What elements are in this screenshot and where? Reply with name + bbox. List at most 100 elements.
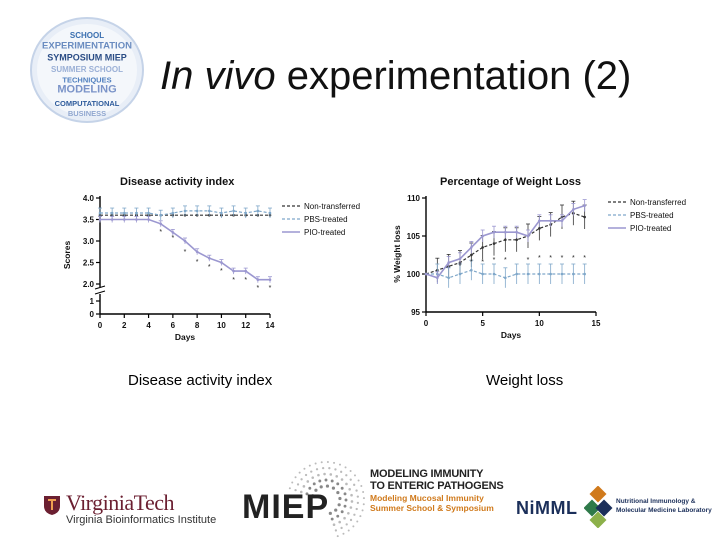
data-point bbox=[256, 209, 260, 213]
significance-marker: * bbox=[561, 255, 564, 262]
data-point bbox=[447, 276, 450, 280]
miep-dot bbox=[332, 523, 336, 527]
data-point bbox=[549, 272, 552, 276]
data-point bbox=[492, 242, 496, 245]
axis-break-mark bbox=[94, 285, 106, 290]
miep-dot bbox=[338, 520, 341, 524]
miep-dot bbox=[324, 478, 328, 482]
significance-marker: * bbox=[572, 255, 575, 262]
data-point bbox=[458, 257, 462, 261]
significance-marker: * bbox=[470, 259, 473, 266]
data-point bbox=[122, 218, 126, 221]
miep-dot bbox=[340, 510, 344, 514]
data-point bbox=[424, 272, 428, 276]
miep-dot bbox=[343, 492, 347, 496]
legend-label: PBS-treated bbox=[630, 211, 674, 220]
y-tick-label: 4.0 bbox=[83, 194, 95, 203]
miep-dot bbox=[353, 474, 356, 477]
miep-dot bbox=[336, 482, 340, 486]
y-tick-label: 110 bbox=[407, 194, 420, 203]
data-point bbox=[268, 211, 272, 215]
legend-label: PIO-treated bbox=[630, 224, 671, 233]
miep-dot bbox=[362, 490, 365, 493]
x-tick-label: 5 bbox=[480, 319, 485, 328]
disease-activity-chart: Disease activity index2.02.53.03.54.0010… bbox=[62, 176, 360, 342]
data-point bbox=[560, 272, 564, 276]
significance-marker: * bbox=[583, 255, 586, 262]
badge-word: EXPERIMENTATION bbox=[42, 41, 132, 52]
miep-dot bbox=[338, 496, 342, 501]
badge-word: BUSINESS bbox=[68, 109, 106, 118]
miep-dot bbox=[356, 520, 359, 523]
significance-marker: * bbox=[538, 255, 541, 262]
significance-marker: * bbox=[549, 255, 552, 262]
miep-dot bbox=[349, 506, 353, 509]
miep-dot bbox=[340, 526, 343, 530]
significance-marker: * bbox=[196, 259, 199, 266]
y-tick-label: 100 bbox=[407, 270, 421, 279]
data-point bbox=[470, 253, 473, 257]
miep-dot bbox=[326, 461, 329, 464]
miep-dot bbox=[312, 482, 316, 486]
miep-dots-icon bbox=[288, 461, 365, 538]
miep-dot bbox=[314, 488, 318, 492]
data-point bbox=[572, 208, 575, 211]
caption-weight-loss: Weight loss bbox=[486, 372, 564, 389]
nimml-molecule-icon bbox=[584, 486, 613, 528]
significance-marker: * bbox=[159, 229, 162, 236]
miep-dot bbox=[288, 487, 291, 490]
miep-dot bbox=[362, 503, 365, 506]
vt-logo-subtitle: Virginia Bioinformatics Institute bbox=[66, 514, 217, 526]
miep-dot bbox=[299, 490, 303, 494]
miep-dot bbox=[344, 466, 347, 469]
miep-dot bbox=[345, 474, 348, 477]
badge-word: TECHNIQUES bbox=[62, 76, 111, 85]
data-point bbox=[504, 276, 507, 280]
miep-dot bbox=[330, 479, 334, 483]
miep-dot bbox=[345, 482, 348, 486]
miep-dot bbox=[311, 494, 315, 498]
data-point bbox=[171, 211, 175, 215]
miep-dot bbox=[357, 479, 360, 482]
legend-label: PBS-treated bbox=[304, 215, 348, 224]
miep-dot bbox=[302, 485, 306, 488]
y-tick-label: 1 bbox=[90, 297, 95, 306]
miep-dot bbox=[321, 466, 325, 470]
data-point bbox=[470, 246, 473, 249]
miep-dot bbox=[319, 485, 323, 489]
miep-dot bbox=[343, 504, 347, 508]
significance-marker: * bbox=[220, 268, 223, 275]
miep-dot bbox=[347, 511, 350, 515]
data-point bbox=[110, 211, 114, 215]
x-tick-label: 6 bbox=[171, 321, 176, 330]
miep-dot bbox=[337, 503, 341, 507]
miep-dot bbox=[334, 529, 338, 532]
data-point bbox=[220, 211, 223, 215]
miep-dot bbox=[315, 468, 319, 471]
mimic-title-line1: MODELING IMMUNITY bbox=[370, 468, 484, 480]
data-point bbox=[492, 230, 496, 234]
miep-dot bbox=[329, 473, 333, 476]
miep-dot bbox=[333, 461, 336, 464]
significance-marker: * bbox=[269, 285, 272, 292]
data-point bbox=[583, 204, 586, 207]
miep-dot bbox=[347, 529, 350, 532]
data-point bbox=[515, 238, 518, 242]
x-tick-label: 4 bbox=[146, 321, 151, 330]
x-axis-label: Days bbox=[501, 330, 522, 340]
miep-dot bbox=[349, 478, 352, 481]
data-point bbox=[492, 272, 496, 276]
data-point bbox=[159, 222, 163, 226]
y-tick-label: 2.5 bbox=[83, 259, 95, 268]
data-point bbox=[268, 278, 272, 281]
significance-marker: * bbox=[184, 249, 187, 256]
x-tick-label: 8 bbox=[195, 321, 200, 330]
significance-marker: * bbox=[504, 257, 507, 264]
legend-label: PIO-treated bbox=[304, 228, 345, 237]
x-tick-label: 10 bbox=[217, 321, 226, 330]
y-tick-label: 3.5 bbox=[83, 216, 95, 225]
data-point bbox=[458, 272, 462, 276]
miep-dot bbox=[340, 478, 344, 481]
miep-dot bbox=[360, 485, 363, 488]
